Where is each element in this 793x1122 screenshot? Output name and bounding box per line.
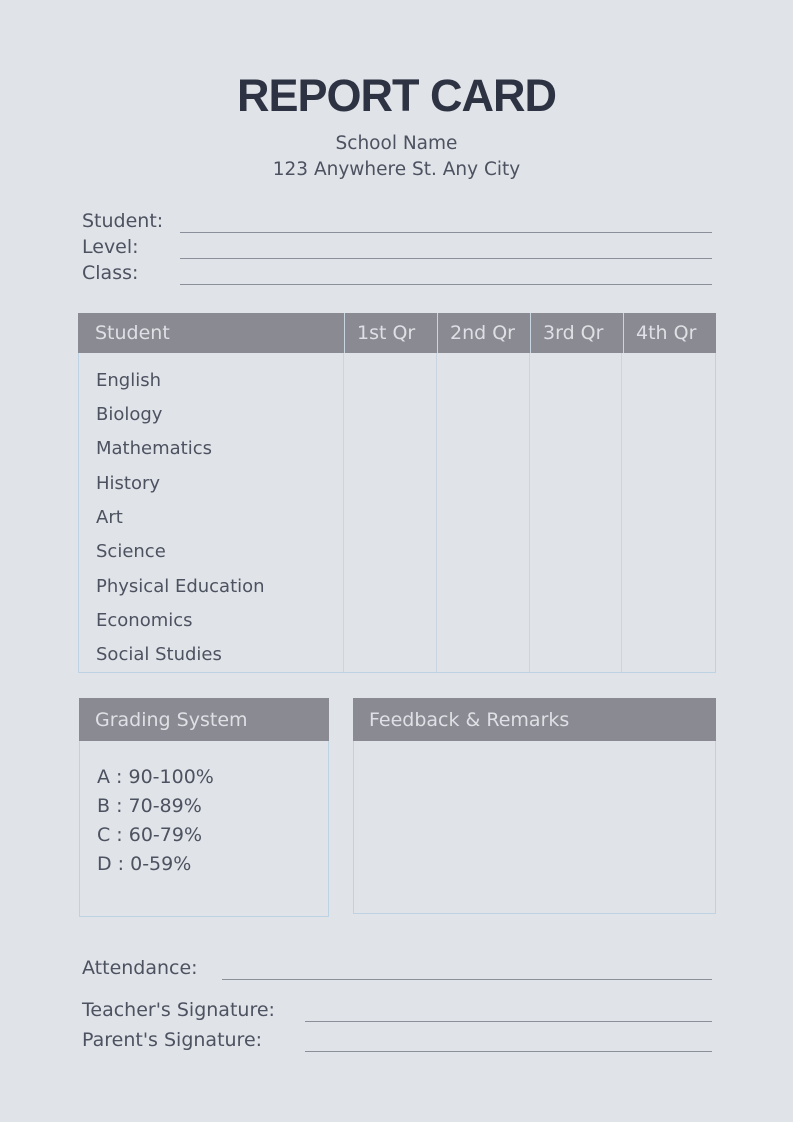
table-body: English Biology Mathematics History Art … (78, 353, 716, 673)
grading-system-header: Grading System (79, 698, 329, 741)
footer-section: Attendance: Teacher's Signature: Parent'… (82, 954, 712, 1052)
teacher-signature-field-row: Teacher's Signature: (82, 996, 712, 1022)
parent-signature-label: Parent's Signature: (82, 1029, 263, 1051)
table-row: English (96, 369, 161, 391)
student-info-section: Student: Level: Class: (82, 207, 712, 285)
grading-system-body: A : 90-100% B : 70-89% C : 60-79% D : 0-… (79, 741, 329, 917)
grades-table: Student 1st Qr 2nd Qr 3rd Qr 4th Qr Engl… (78, 313, 716, 673)
column-header-4th-qr: 4th Qr (623, 313, 716, 353)
column-header-student: Student (95, 322, 170, 344)
class-input-line[interactable] (180, 263, 712, 285)
grading-item-d: D : 0-59% (97, 853, 192, 875)
attendance-field-row: Attendance: (82, 954, 712, 980)
student-input-line[interactable] (180, 211, 712, 233)
class-field-row: Class: (82, 259, 712, 285)
grade-column-1st-qr[interactable] (343, 353, 436, 672)
school-address: 123 Anywhere St. Any City (272, 159, 521, 180)
school-name: School Name (335, 133, 458, 154)
column-header-2nd-qr: 2nd Qr (437, 313, 530, 353)
grade-column-2nd-qr[interactable] (435, 353, 529, 672)
grading-system-box: Grading System A : 90-100% B : 70-89% C … (79, 698, 329, 917)
grade-column-3rd-qr[interactable] (528, 353, 622, 672)
teacher-signature-input-line[interactable] (305, 1000, 712, 1022)
teacher-signature-label: Teacher's Signature: (82, 999, 275, 1021)
feedback-header: Feedback & Remarks (353, 698, 716, 741)
column-header-1st-qr: 1st Qr (344, 313, 437, 353)
table-header-row: Student 1st Qr 2nd Qr 3rd Qr 4th Qr (78, 313, 716, 353)
level-field-row: Level: (82, 233, 712, 259)
table-row: Economics (96, 609, 193, 631)
table-row: Mathematics (96, 438, 212, 460)
subject-column: English Biology Mathematics History Art … (79, 353, 343, 672)
attendance-input-line[interactable] (222, 958, 712, 980)
table-row: Biology (96, 403, 163, 425)
student-label: Student: (82, 210, 164, 232)
feedback-content-area[interactable] (353, 741, 716, 914)
feedback-box: Feedback & Remarks (353, 698, 716, 914)
table-row: Science (96, 541, 166, 563)
column-header-3rd-qr: 3rd Qr (530, 313, 623, 353)
grading-item-c: C : 60-79% (97, 824, 203, 846)
table-row: Social Studies (96, 644, 222, 666)
level-input-line[interactable] (180, 237, 712, 259)
student-field-row: Student: (82, 207, 712, 233)
table-row: Art (96, 506, 123, 528)
table-row: Physical Education (96, 575, 265, 597)
attendance-label: Attendance: (82, 957, 198, 979)
level-label: Level: (82, 236, 139, 258)
grade-column-4th-qr[interactable] (621, 353, 715, 672)
parent-signature-input-line[interactable] (305, 1030, 712, 1052)
grading-item-a: A : 90-100% (97, 766, 214, 788)
table-row: History (96, 472, 161, 494)
grading-item-b: B : 70-89% (97, 795, 202, 817)
page-title: REPORT CARD (236, 70, 557, 121)
school-info: School Name 123 Anywhere St. Any City (0, 131, 793, 183)
parent-signature-field-row: Parent's Signature: (82, 1026, 712, 1052)
class-label: Class: (82, 262, 139, 284)
